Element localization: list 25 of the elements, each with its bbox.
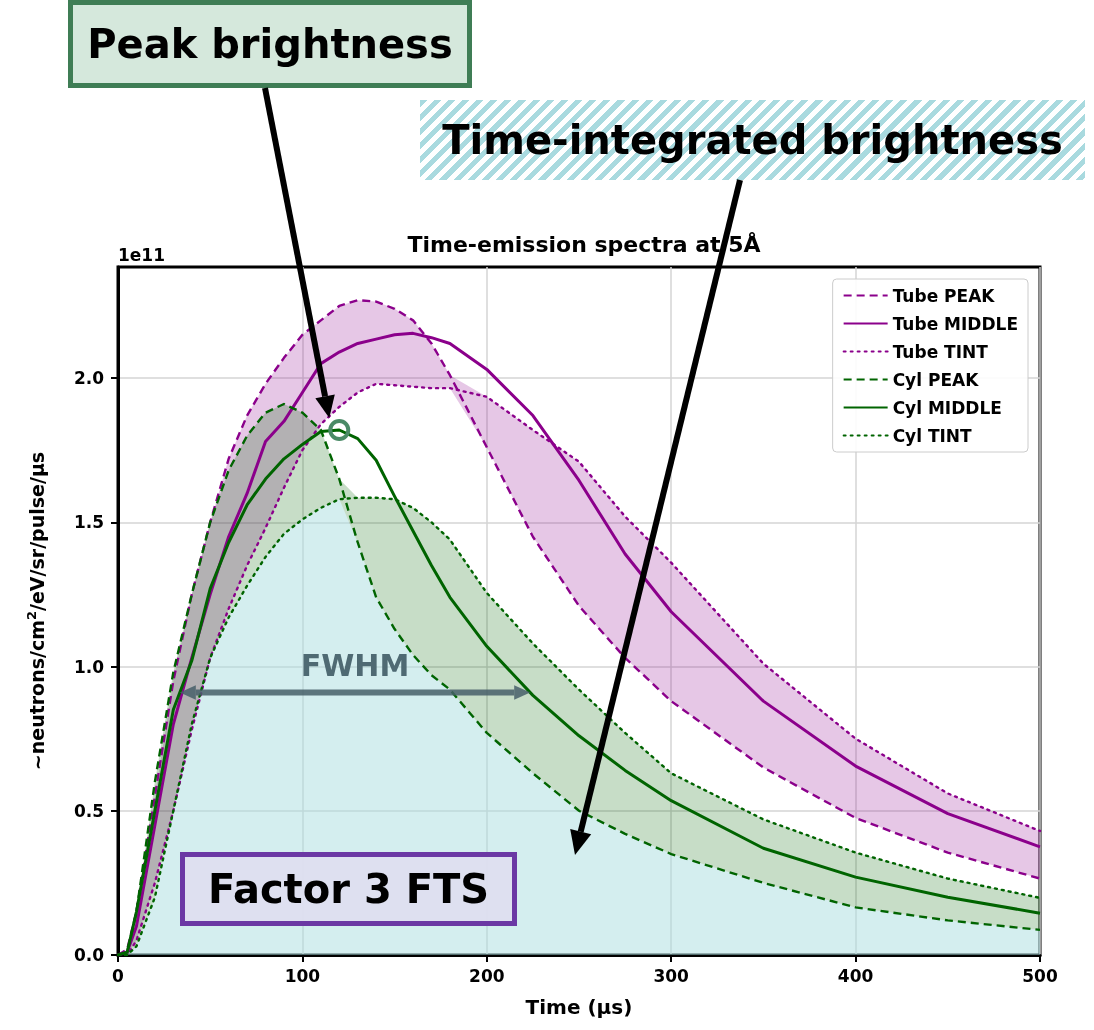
x-tick-label: 100 <box>284 965 321 986</box>
x-tick-label: 200 <box>469 965 505 986</box>
y-axis-title: ~neutrons/cm2/eV/sr/pulse/µs <box>24 451 48 771</box>
text: Time-integrated brightness <box>420 100 1085 180</box>
y-tick-label: 0.0 <box>73 945 105 965</box>
y-tick-label: 2.0 <box>73 368 105 389</box>
y-tick-label: 0.5 <box>73 800 104 821</box>
legend-label: Tube PEAK <box>892 285 996 306</box>
x-tick-label: 0 <box>112 965 125 986</box>
legend-label: Cyl MIDDLE <box>892 397 1002 418</box>
y-tick-label: 1.0 <box>73 656 105 677</box>
y-tick-label: 1.5 <box>73 512 104 533</box>
text: 1e11 <box>118 245 166 265</box>
legend-label: Cyl TINT <box>892 425 973 446</box>
legend-label: Tube MIDDLE <box>892 313 1018 334</box>
chart-title: Time-emission spectra at 5Å <box>407 231 761 257</box>
text: Peak brightness <box>68 0 472 88</box>
x-tick-label: 400 <box>837 965 874 986</box>
annotation: FWHM <box>300 648 410 684</box>
legend-label: Cyl PEAK <box>892 369 980 390</box>
x-axis-title: Time (µs) <box>525 995 633 1019</box>
annotation: Factor 3 FTS <box>180 852 517 926</box>
x-tick-label: 500 <box>1022 965 1058 986</box>
legend-label: Tube TINT <box>892 341 989 362</box>
x-tick-label: 300 <box>653 965 690 986</box>
